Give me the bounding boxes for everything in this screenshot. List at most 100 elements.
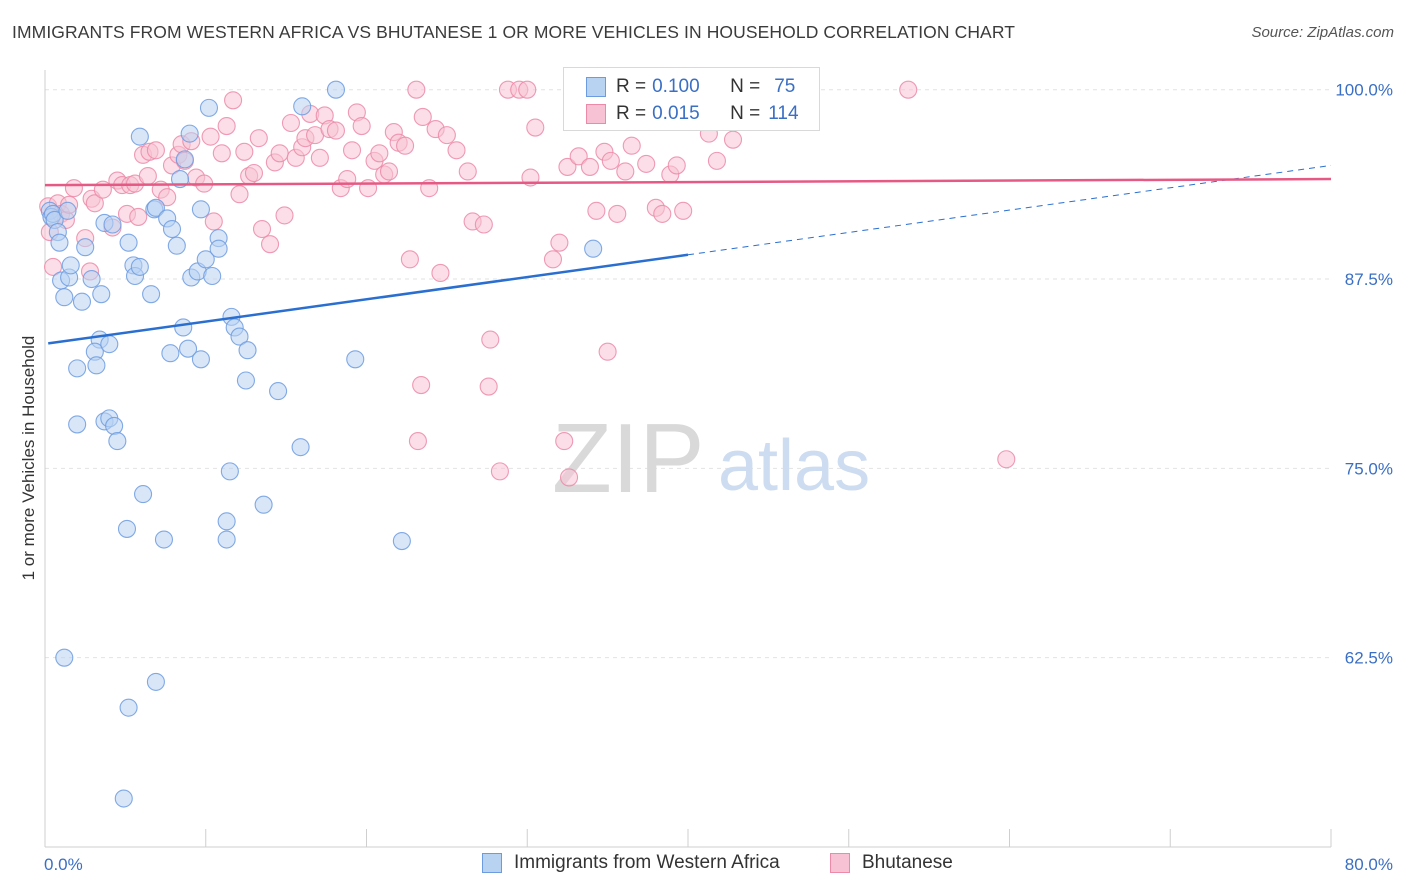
legend-item-western-africa[interactable]: Immigrants from Western Africa bbox=[482, 852, 780, 874]
point-western-africa bbox=[142, 285, 161, 304]
point-western-africa bbox=[196, 250, 215, 269]
point-bhutanese bbox=[550, 233, 569, 252]
point-western-africa bbox=[55, 288, 74, 307]
point-western-africa bbox=[61, 256, 80, 275]
point-bhutanese bbox=[490, 462, 509, 481]
point-bhutanese bbox=[899, 80, 918, 99]
point-bhutanese bbox=[412, 375, 431, 395]
legend-swatch-pink bbox=[830, 853, 850, 873]
point-western-africa bbox=[119, 233, 138, 252]
point-western-africa bbox=[72, 292, 92, 311]
point-bhutanese bbox=[370, 144, 389, 163]
source-label: Source: ZipAtlas.com bbox=[1251, 24, 1394, 41]
point-bhutanese bbox=[342, 141, 362, 160]
point-bhutanese bbox=[601, 151, 620, 170]
point-western-africa bbox=[167, 236, 186, 255]
y-tick-label: 62.5% bbox=[1345, 649, 1393, 668]
point-bhutanese bbox=[637, 154, 656, 173]
point-bhutanese bbox=[270, 144, 289, 163]
point-western-africa bbox=[203, 266, 222, 286]
point-bhutanese bbox=[310, 148, 329, 167]
point-bhutanese bbox=[587, 201, 606, 220]
point-bhutanese bbox=[201, 127, 220, 146]
point-western-africa bbox=[180, 124, 199, 143]
x-tick-label: 0.0% bbox=[44, 855, 83, 874]
point-western-africa bbox=[82, 269, 101, 289]
legend-n-label: N = bbox=[730, 103, 761, 124]
watermark-atlas: atlas bbox=[718, 426, 870, 506]
legend-r-value: 0.100 bbox=[652, 76, 700, 97]
point-bhutanese bbox=[518, 80, 537, 99]
point-western-africa bbox=[174, 318, 193, 337]
point-western-africa bbox=[291, 438, 310, 457]
point-bhutanese bbox=[235, 142, 254, 161]
legend-r-label: R = bbox=[616, 76, 647, 97]
point-western-africa bbox=[146, 672, 165, 691]
point-western-africa bbox=[119, 698, 138, 717]
point-bhutanese bbox=[249, 129, 268, 148]
correlation-legend: R = 0.100 N = 75 R = 0.015 N = 114 bbox=[563, 67, 820, 131]
point-western-africa bbox=[87, 356, 106, 375]
point-bhutanese bbox=[326, 121, 346, 140]
y-tick-label: 87.5% bbox=[1345, 270, 1393, 289]
point-bhutanese bbox=[569, 147, 588, 166]
point-western-africa bbox=[191, 200, 210, 219]
point-bhutanese bbox=[43, 257, 63, 276]
y-tick-label: 100.0% bbox=[1335, 81, 1393, 100]
point-western-africa bbox=[58, 201, 77, 220]
point-bhutanese bbox=[252, 219, 272, 239]
point-bhutanese bbox=[64, 179, 83, 198]
point-bhutanese bbox=[707, 151, 726, 170]
point-bhutanese bbox=[674, 201, 693, 220]
point-western-africa bbox=[392, 531, 411, 551]
legend-label-bhutanese: Bhutanese bbox=[862, 852, 953, 873]
point-western-africa bbox=[100, 335, 119, 354]
legend-item-bhutanese[interactable]: Bhutanese bbox=[830, 852, 953, 874]
point-western-africa bbox=[92, 285, 111, 304]
point-bhutanese bbox=[474, 215, 493, 234]
point-bhutanese bbox=[608, 204, 627, 223]
point-bhutanese bbox=[281, 113, 300, 133]
point-bhutanese bbox=[138, 166, 157, 186]
legend-label-western-africa: Immigrants from Western Africa bbox=[514, 852, 780, 873]
point-bhutanese bbox=[396, 136, 415, 155]
grid-layer bbox=[45, 89, 1331, 659]
point-western-africa bbox=[130, 257, 149, 276]
points-layer bbox=[39, 80, 1016, 808]
point-bhutanese bbox=[481, 330, 500, 349]
point-western-africa bbox=[217, 512, 236, 531]
point-bhutanese bbox=[667, 156, 686, 175]
point-bhutanese bbox=[407, 80, 426, 99]
trendline-western-africa bbox=[48, 253, 689, 345]
point-bhutanese bbox=[204, 212, 223, 231]
y-tick-label: 75.0% bbox=[1345, 459, 1393, 478]
point-bhutanese bbox=[129, 207, 148, 226]
point-bhutanese bbox=[653, 204, 672, 223]
point-western-africa bbox=[220, 462, 239, 481]
point-bhutanese bbox=[400, 250, 419, 269]
point-western-africa bbox=[326, 80, 346, 99]
point-bhutanese bbox=[230, 185, 249, 204]
point-bhutanese bbox=[224, 91, 243, 110]
legend-row-bhutanese: R = 0.015 N = 114 bbox=[586, 103, 799, 125]
point-western-africa bbox=[254, 495, 273, 514]
point-bhutanese bbox=[526, 118, 545, 137]
point-bhutanese bbox=[359, 179, 378, 198]
x-tick-label: 80.0% bbox=[1345, 855, 1393, 874]
point-bhutanese bbox=[997, 450, 1016, 469]
point-bhutanese bbox=[244, 163, 264, 183]
legend-r-value: 0.015 bbox=[652, 103, 700, 124]
point-western-africa bbox=[584, 239, 603, 258]
point-bhutanese bbox=[622, 136, 641, 155]
point-bhutanese bbox=[598, 342, 617, 361]
point-western-africa bbox=[191, 350, 210, 369]
point-bhutanese bbox=[217, 116, 236, 136]
point-western-africa bbox=[108, 432, 127, 451]
point-western-africa bbox=[114, 789, 133, 808]
point-bhutanese bbox=[212, 144, 231, 163]
point-bhutanese bbox=[580, 157, 599, 176]
trend-layer bbox=[44, 164, 1332, 345]
point-western-africa bbox=[230, 327, 249, 346]
watermark-zip: ZIP bbox=[552, 403, 704, 513]
point-western-africa bbox=[117, 519, 137, 538]
